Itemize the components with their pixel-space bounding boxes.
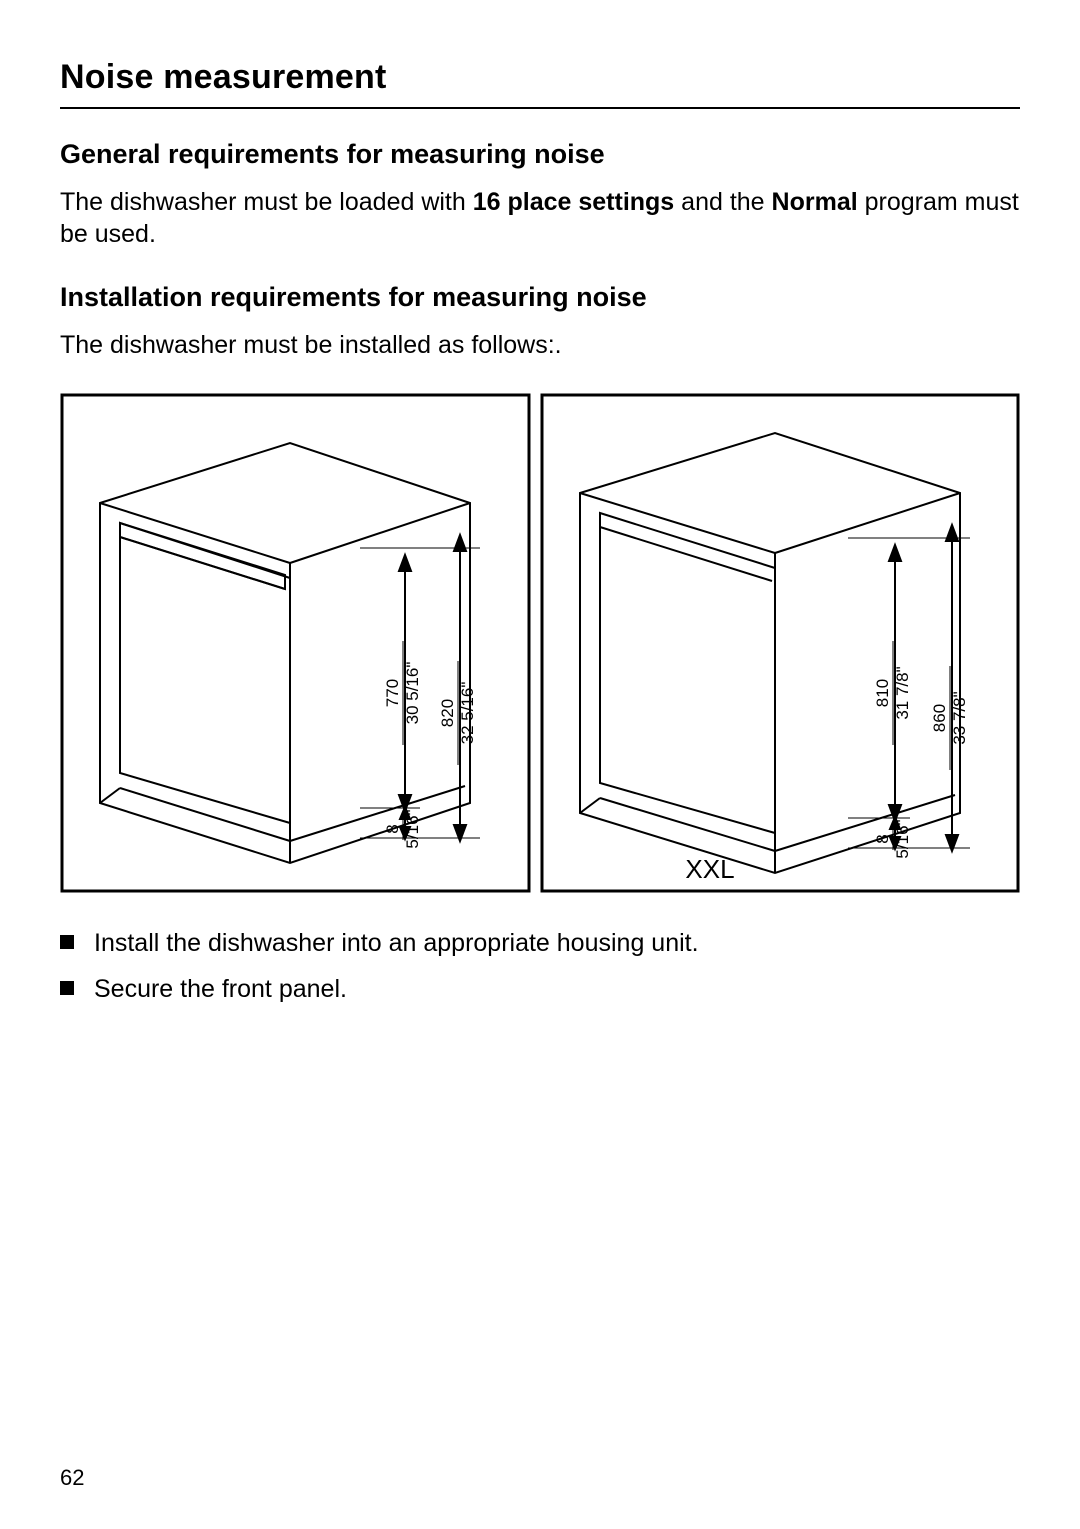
- install-steps-list: Install the dishwasher into an appropria…: [60, 923, 1020, 1009]
- dim-right-h1-mm: 810: [873, 679, 892, 707]
- text-bold: 16 place settings: [473, 188, 674, 216]
- page-number: 62: [60, 1465, 84, 1491]
- dim-left-h2-in: 32 5/16": [458, 682, 477, 745]
- dim-right-h1-in: 31 7/8": [893, 666, 912, 719]
- list-item: Secure the front panel.: [60, 969, 1020, 1009]
- heading-general: General requirements for measuring noise: [60, 139, 1020, 170]
- dim-right-h2-mm: 860: [930, 704, 949, 732]
- dim-right-base-in: 5/16": [893, 819, 912, 858]
- page-title: Noise measurement: [60, 58, 1020, 97]
- paragraph-installation: The dishwasher must be installed as foll…: [60, 329, 1020, 361]
- text-run: and the: [674, 188, 771, 216]
- dim-right-h2-in: 33 7/8": [950, 691, 969, 744]
- text-run: The dishwasher must be loaded with: [60, 188, 473, 216]
- dim-left-base-mm: 8: [383, 824, 402, 833]
- installation-diagram: 770 30 5/16" 820 32 5/16" 8 5/16": [60, 393, 1020, 893]
- text-bold: Normal: [772, 188, 858, 216]
- diagram-label-xxl: XXL: [685, 854, 734, 884]
- dim-right-base-mm: 8: [873, 834, 892, 843]
- heading-installation: Installation requirements for measuring …: [60, 282, 1020, 313]
- list-item: Install the dishwasher into an appropria…: [60, 923, 1020, 963]
- dim-left-base-in: 5/16": [403, 809, 422, 848]
- paragraph-general: The dishwasher must be loaded with 16 pl…: [60, 186, 1020, 250]
- title-divider: [60, 107, 1020, 109]
- dim-left-h1-mm: 770: [383, 679, 402, 707]
- dim-left-h2-mm: 820: [438, 699, 457, 727]
